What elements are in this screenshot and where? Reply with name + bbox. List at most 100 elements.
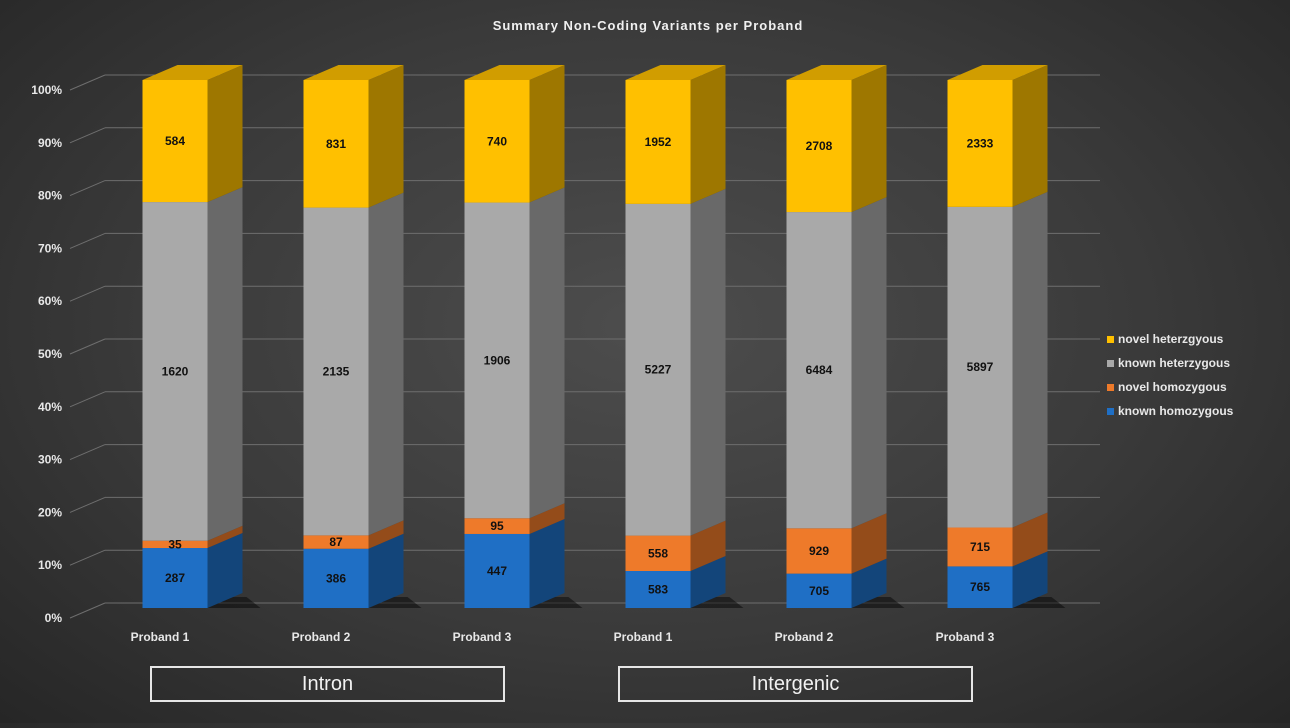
bar-segment — [303, 192, 404, 536]
bar-segment — [303, 65, 404, 208]
x-tick-label: Proband 2 — [775, 630, 834, 644]
data-label: 5897 — [967, 360, 994, 374]
bar-side — [368, 65, 404, 208]
bar-side — [690, 188, 726, 536]
bar-side — [368, 520, 404, 549]
bar-front — [142, 80, 208, 203]
data-label: 583 — [648, 583, 668, 597]
bar-side — [368, 533, 404, 608]
bar-front — [303, 80, 369, 208]
y-tick-label: 40% — [38, 400, 62, 414]
bar-segment — [464, 65, 565, 203]
bar-segment — [947, 65, 1048, 207]
bar-front — [464, 80, 530, 203]
bar-front — [786, 212, 852, 529]
bar-segment — [786, 197, 887, 529]
bar-side — [851, 197, 887, 529]
bar-front — [142, 540, 208, 549]
bar-front — [625, 203, 691, 536]
x-tick-label: Proband 3 — [936, 630, 995, 644]
bar-segment — [303, 520, 404, 549]
bar-segment — [625, 556, 726, 608]
data-label: 1620 — [162, 364, 189, 378]
bar-side — [529, 187, 565, 519]
y-tick-label: 10% — [38, 558, 62, 572]
bar-side — [1012, 551, 1048, 608]
gridline-diagonal — [69, 549, 106, 566]
data-label: 5227 — [645, 363, 672, 377]
bar-side — [690, 520, 726, 572]
bar-front — [947, 527, 1013, 567]
x-tick-label: Proband 1 — [614, 630, 673, 644]
bar-side — [851, 65, 887, 213]
bar-side — [851, 558, 887, 608]
bar-side — [207, 65, 243, 203]
data-label: 2333 — [967, 136, 994, 150]
bar-side — [207, 187, 243, 541]
bar-front — [786, 528, 852, 574]
legend-item: known homozygous — [1107, 404, 1234, 418]
bar-front — [303, 548, 369, 608]
gridline-diagonal — [69, 338, 106, 355]
bar-side — [690, 556, 726, 608]
legend-label: known heterzygous — [1118, 356, 1230, 370]
bar-front — [142, 202, 208, 541]
bar-front — [303, 207, 369, 536]
bar-segment — [786, 558, 887, 608]
bar-side — [1012, 65, 1048, 207]
gridline-diagonal — [69, 496, 106, 513]
data-label: 87 — [329, 535, 343, 549]
y-tick-label: 50% — [38, 347, 62, 361]
y-axis-ticks: 0% 10% 20% 30% 40% 50% 60% 70% 80% 90% 100% — [31, 83, 62, 625]
x-axis-ticks: Proband 1 Proband 2 Proband 3 Proband 1 Prob… — [131, 630, 995, 644]
bar-segment — [625, 65, 726, 204]
bar-top — [464, 65, 565, 80]
bar-side — [207, 525, 243, 549]
gridline-diagonal — [69, 232, 106, 249]
gridline-diagonal — [69, 74, 106, 91]
data-label: 1952 — [645, 135, 672, 149]
bar-segment — [625, 520, 726, 572]
bar-segment — [142, 187, 243, 541]
legend-label: novel homozygous — [1118, 380, 1227, 394]
data-label: 2708 — [806, 139, 833, 153]
data-label: 705 — [809, 584, 829, 598]
bar-side — [529, 65, 565, 203]
bar-front — [142, 548, 208, 608]
data-label: 765 — [970, 580, 990, 594]
x-tick-label: Proband 2 — [292, 630, 351, 644]
bar-front — [464, 518, 530, 534]
bar-side — [690, 65, 726, 204]
bar-segment — [303, 533, 404, 608]
bar-segment — [142, 533, 243, 608]
bar-segment — [464, 503, 565, 534]
bar-segment — [464, 187, 565, 519]
data-label: 1906 — [484, 353, 511, 367]
data-label: 740 — [487, 134, 507, 148]
bar-side — [368, 192, 404, 536]
data-label: 6484 — [806, 363, 833, 377]
bar-top — [625, 65, 726, 80]
data-label: 715 — [970, 540, 990, 554]
bar-top — [142, 65, 243, 80]
bar-side — [529, 518, 565, 608]
y-tick-label: 100% — [31, 83, 62, 97]
group-label-intergenic: Intergenic — [618, 666, 973, 702]
legend-swatch — [1107, 360, 1114, 367]
bar-top — [947, 65, 1048, 80]
legend-item: known heterzygous — [1107, 356, 1230, 370]
gridline-diagonal — [69, 444, 106, 461]
data-label: 584 — [165, 134, 185, 148]
legend-item: novel heterzgyous — [1107, 332, 1224, 346]
gridline-diagonal — [69, 285, 106, 302]
bar-segment — [947, 551, 1048, 608]
data-label: 447 — [487, 564, 507, 578]
bar-top — [303, 65, 404, 80]
y-tick-label: 0% — [45, 611, 63, 625]
bars — [142, 65, 1066, 608]
y-tick-label: 90% — [38, 136, 62, 150]
bar-segment — [786, 65, 887, 213]
bar-side — [207, 533, 243, 608]
